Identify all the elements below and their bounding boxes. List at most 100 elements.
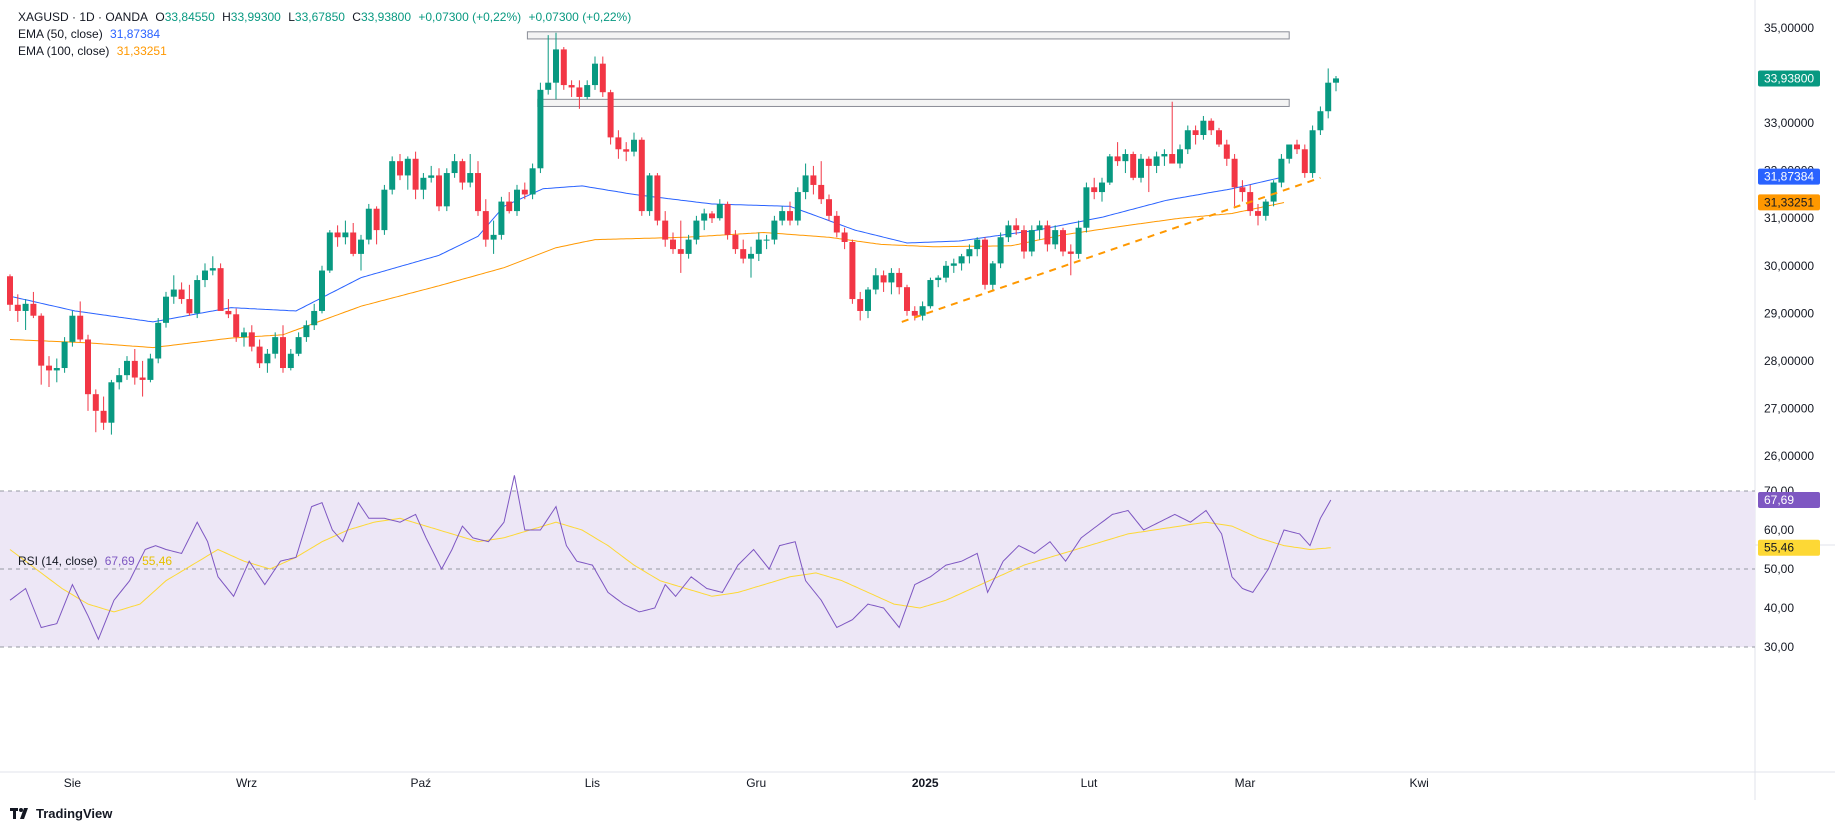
candle[interactable]	[1138, 154, 1144, 183]
candle[interactable]	[810, 165, 817, 195]
candle[interactable]	[147, 353, 154, 383]
candle[interactable]	[202, 263, 208, 288]
candle[interactable]	[787, 201, 793, 226]
resistance-zone-1[interactable]	[526, 31, 1290, 40]
candle[interactable]	[1262, 199, 1269, 221]
candle[interactable]	[935, 275, 942, 288]
candle[interactable]	[841, 227, 848, 250]
candle[interactable]	[467, 154, 474, 188]
candle[interactable]	[1223, 139, 1230, 166]
candle[interactable]	[615, 130, 622, 159]
candle[interactable]	[1325, 68, 1332, 119]
candle[interactable]	[763, 234, 770, 250]
candle[interactable]	[1255, 203, 1261, 226]
candle[interactable]	[662, 211, 669, 247]
ema50-badge[interactable]: 31,87384	[1758, 168, 1820, 185]
candle[interactable]	[397, 154, 403, 181]
candle[interactable]	[592, 56, 598, 90]
candle[interactable]	[334, 225, 341, 247]
candle[interactable]	[677, 220, 684, 273]
candle[interactable]	[1060, 227, 1066, 257]
candle[interactable]	[997, 232, 1004, 269]
main-price-pane[interactable]	[0, 0, 1755, 543]
candle[interactable]	[248, 325, 255, 352]
candle[interactable]	[77, 301, 84, 342]
candle[interactable]	[264, 349, 271, 373]
candle[interactable]	[108, 379, 115, 435]
resistance-zone-2[interactable]	[537, 98, 1290, 107]
candle[interactable]	[412, 151, 419, 200]
candle[interactable]	[116, 368, 123, 390]
ema100-badge[interactable]: 31,33251	[1758, 194, 1820, 211]
last-price-badge[interactable]: 33,93800	[1758, 70, 1820, 87]
candle[interactable]	[654, 173, 661, 226]
candle[interactable]	[857, 291, 864, 321]
candle[interactable]	[568, 80, 575, 97]
candle[interactable]	[1169, 101, 1176, 164]
candle[interactable]	[1005, 220, 1012, 242]
candle[interactable]	[1309, 125, 1316, 178]
candle[interactable]	[280, 325, 286, 373]
candle[interactable]	[1200, 115, 1207, 140]
candle[interactable]	[872, 268, 879, 295]
candle[interactable]	[724, 201, 731, 240]
candle[interactable]	[943, 261, 949, 283]
candle[interactable]	[755, 232, 762, 262]
candle[interactable]	[599, 56, 606, 97]
symbol-title[interactable]: XAGUSD · 1D · OANDA	[18, 10, 149, 24]
candle[interactable]	[919, 301, 926, 321]
candle[interactable]	[982, 237, 988, 290]
candle[interactable]	[389, 156, 396, 195]
candle[interactable]	[61, 337, 68, 373]
candle[interactable]	[904, 284, 910, 316]
candle[interactable]	[350, 222, 357, 257]
candle[interactable]	[85, 334, 91, 411]
candle[interactable]	[506, 192, 513, 214]
candle[interactable]	[802, 163, 809, 200]
candle[interactable]	[319, 265, 325, 314]
candle[interactable]	[256, 339, 263, 369]
candle[interactable]	[287, 349, 294, 371]
candle[interactable]	[1013, 218, 1020, 235]
candle[interactable]	[974, 237, 981, 257]
candle[interactable]	[7, 274, 13, 311]
candle[interactable]	[958, 253, 965, 271]
candle[interactable]	[1286, 144, 1293, 164]
candle[interactable]	[521, 182, 528, 200]
candle[interactable]	[358, 234, 364, 271]
candle[interactable]	[139, 360, 146, 397]
candle[interactable]	[217, 263, 224, 311]
candle[interactable]	[373, 206, 380, 245]
rsi-line[interactable]	[9, 475, 1332, 641]
rsi-badge[interactable]: 67,69	[1758, 492, 1820, 509]
candle[interactable]	[833, 211, 840, 238]
candle[interactable]	[701, 208, 708, 231]
candle[interactable]	[1294, 139, 1300, 155]
candle[interactable]	[896, 268, 903, 295]
candle[interactable]	[1239, 180, 1246, 202]
candle[interactable]	[818, 161, 825, 204]
candle[interactable]	[880, 270, 887, 292]
candle[interactable]	[178, 282, 185, 304]
candle[interactable]	[670, 232, 676, 254]
candle[interactable]	[638, 137, 645, 216]
candle[interactable]	[311, 303, 318, 330]
candle[interactable]	[131, 349, 138, 385]
candle[interactable]	[53, 358, 60, 383]
candle[interactable]	[576, 80, 583, 109]
candle[interactable]	[771, 215, 778, 245]
candle[interactable]	[22, 299, 29, 330]
candle[interactable]	[1083, 182, 1090, 233]
candle[interactable]	[482, 199, 489, 247]
candle[interactable]	[685, 234, 692, 259]
candle[interactable]	[1067, 244, 1074, 276]
candle[interactable]	[186, 284, 193, 316]
candle[interactable]	[490, 220, 497, 254]
candle[interactable]	[1153, 151, 1160, 174]
candle[interactable]	[514, 184, 520, 216]
rsi-ma-badge[interactable]: 55,46	[1758, 539, 1820, 556]
candle[interactable]	[1208, 118, 1215, 135]
candle[interactable]	[545, 35, 552, 95]
candle[interactable]	[404, 156, 411, 190]
candle[interactable]	[623, 142, 630, 162]
